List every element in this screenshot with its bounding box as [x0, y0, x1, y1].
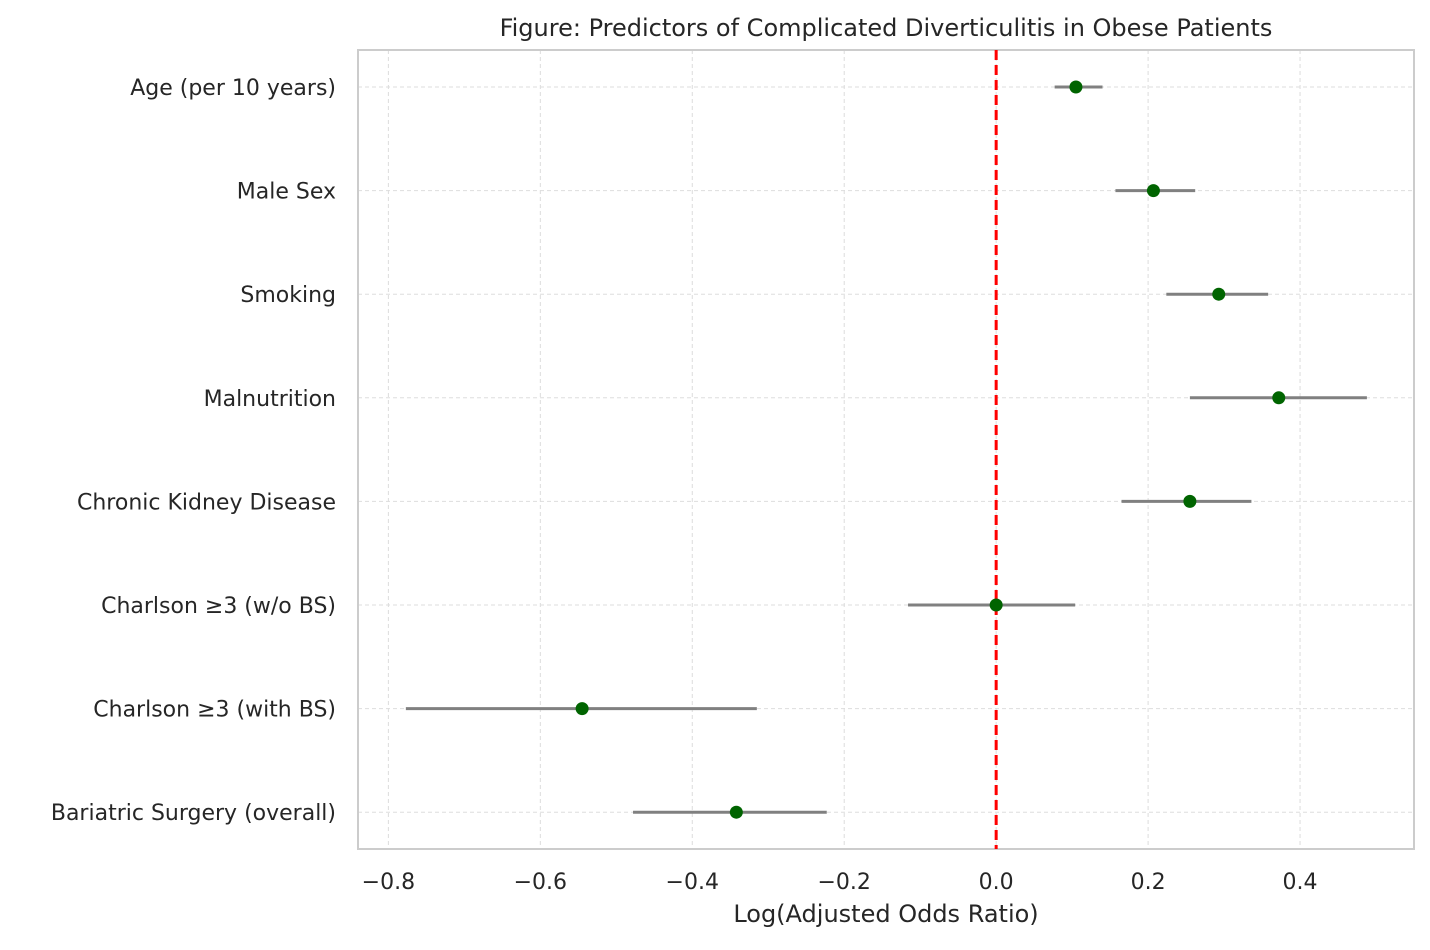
chart-title: Figure: Predictors of Complicated Divert… [500, 14, 1273, 42]
estimate-point [1183, 494, 1197, 508]
y-tick-label: Age (per 10 years) [130, 76, 336, 101]
y-tick-label: Smoking [240, 283, 336, 308]
x-tick-label: −0.8 [362, 870, 415, 895]
y-tick-label: Male Sex [237, 180, 336, 205]
x-tick-label: −0.6 [514, 870, 567, 895]
estimate-point [1069, 80, 1083, 94]
x-tick-label: −0.2 [818, 870, 871, 895]
estimate-point [989, 598, 1003, 612]
estimate-point [1272, 391, 1286, 405]
grid-lines [358, 50, 1414, 849]
y-tick-label: Chronic Kidney Disease [77, 490, 336, 515]
y-tick-label: Charlson ≥3 (w/o BS) [101, 594, 336, 619]
x-tick-label: 0.4 [1283, 870, 1318, 895]
x-tick-label: −0.4 [666, 870, 719, 895]
x-axis-label: Log(Adjusted Odds Ratio) [733, 900, 1038, 928]
estimate-point [1212, 287, 1226, 301]
estimate-point [729, 805, 743, 819]
y-tick-label: Charlson ≥3 (with BS) [93, 698, 336, 723]
point-estimates [575, 80, 1286, 819]
confidence-intervals [405, 85, 1367, 814]
plot-frame [357, 49, 1415, 850]
x-tick-label: 0.2 [1131, 870, 1166, 895]
estimate-point [1146, 184, 1160, 198]
y-tick-label: Bariatric Surgery (overall) [51, 801, 336, 826]
y-tick-label: Malnutrition [204, 387, 336, 412]
y-tick-labels: Age (per 10 years) Male Sex Smoking Malnutr… [51, 76, 336, 826]
estimate-point [575, 702, 589, 716]
x-tick-labels: −0.8 −0.6 −0.4 −0.2 0.0 0.2 0.4 [362, 870, 1318, 895]
x-tick-label: 0.0 [979, 870, 1014, 895]
